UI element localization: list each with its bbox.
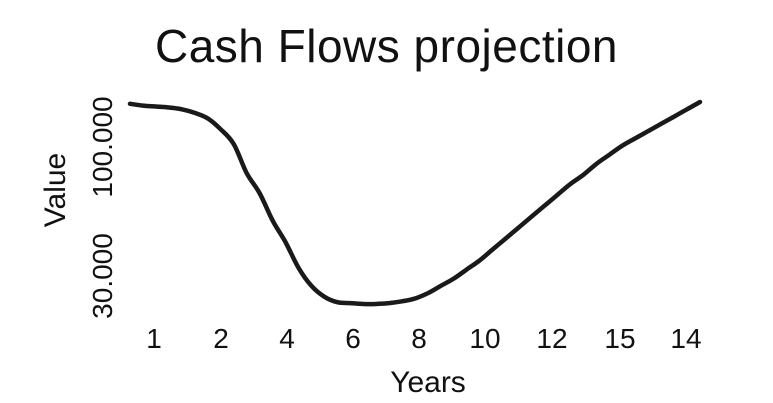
- x-tick-label: 14: [670, 323, 701, 354]
- y-tick-label: 100.000: [87, 96, 118, 197]
- x-tick-label: 12: [536, 323, 567, 354]
- x-tick-label: 2: [213, 323, 229, 354]
- y-tick-labels: 30.000 100.000: [87, 96, 118, 318]
- chart-title: Cash Flows projection: [154, 20, 619, 72]
- series-line: [127, 99, 703, 307]
- x-tick-label: 8: [411, 323, 427, 354]
- x-tick-label: 10: [469, 323, 500, 354]
- x-axis-label: Years: [390, 366, 466, 399]
- y-tick-label: 30.000: [87, 233, 118, 319]
- x-tick-label: 1: [146, 323, 162, 354]
- x-tick-labels: 1 2 4 6 8 10 12 15 14: [146, 323, 701, 354]
- x-tick-label: 4: [279, 323, 295, 354]
- y-axis-label: Value: [39, 152, 72, 228]
- x-tick-label: 15: [604, 323, 635, 354]
- x-tick-label: 6: [345, 323, 361, 354]
